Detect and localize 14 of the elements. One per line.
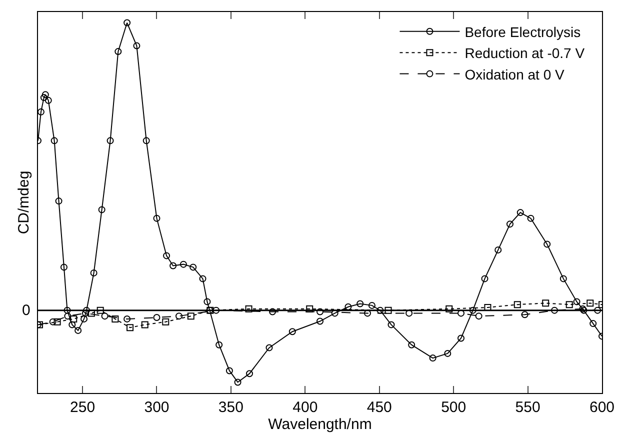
legend-label: Oxidation at 0 V (464, 66, 565, 82)
ref-line-label: 0 (22, 302, 30, 319)
x-tick-label: 600 (589, 399, 615, 416)
x-tick-label: 300 (144, 399, 170, 416)
x-tick-label: 350 (218, 399, 244, 416)
x-axis-title: Wavelength/nm (268, 416, 372, 433)
x-tick-label: 500 (441, 399, 466, 416)
legend-label: Reduction at -0.7 V (464, 45, 586, 62)
legend-label: Before Electrolysis (464, 24, 581, 40)
x-tick-label: 550 (515, 399, 540, 416)
x-tick-label: 250 (70, 399, 96, 416)
y-axis-title: CD/mdeg (15, 170, 32, 234)
x-tick-label: 450 (366, 399, 392, 416)
x-tick-label: 400 (292, 399, 318, 416)
